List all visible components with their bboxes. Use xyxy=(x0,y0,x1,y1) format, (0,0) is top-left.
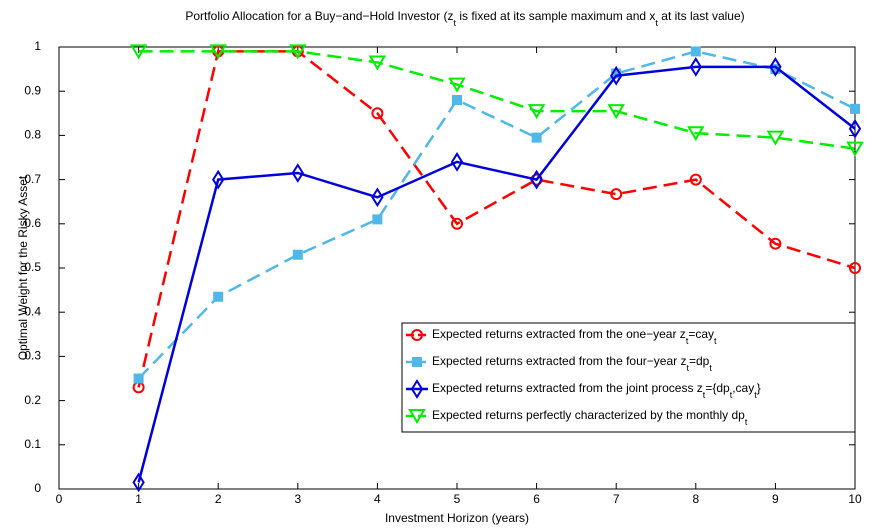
marker xyxy=(769,57,782,77)
x-tick-label: 1 xyxy=(135,492,142,506)
series-line xyxy=(137,50,856,380)
text-segment: at its last value) xyxy=(658,9,745,23)
y-tick-label: 0 xyxy=(34,481,41,495)
marker xyxy=(607,104,625,120)
text-segment: ,cay xyxy=(732,381,754,395)
marker xyxy=(690,46,701,57)
marker xyxy=(451,217,463,230)
y-tick-label: 0.5 xyxy=(24,260,41,274)
marker xyxy=(530,169,543,190)
chart-title: Portfolio Allocation for a Buy−and−Hold … xyxy=(185,9,744,28)
marker xyxy=(371,187,384,208)
subscript: t xyxy=(714,336,717,346)
y-tick-label: 0.6 xyxy=(24,216,41,230)
legend: Expected returns extracted from the one−… xyxy=(401,322,856,433)
x-tick-label: 4 xyxy=(374,492,381,506)
marker xyxy=(766,130,785,146)
y-axis-label: Optimal Weight for the Risky Asset xyxy=(16,175,30,360)
x-tick-label: 2 xyxy=(215,492,222,506)
marker xyxy=(610,65,623,86)
marker xyxy=(850,103,860,114)
x-axis-label: Investment Horizon (years) xyxy=(385,511,529,525)
subscript: t xyxy=(686,363,689,373)
y-tick-label: 0.9 xyxy=(24,83,41,97)
text-segment: =cay xyxy=(688,327,714,341)
x-tick-label: 0 xyxy=(56,492,63,506)
marker xyxy=(849,262,861,274)
y-tick-label: 0.1 xyxy=(24,437,41,451)
legend-marker xyxy=(411,329,423,341)
x-tick-label: 5 xyxy=(454,492,461,506)
y-tick-label: 0.4 xyxy=(24,304,41,318)
y-tick-label: 1 xyxy=(34,39,41,53)
text-segment: Expected returns extracted from the four… xyxy=(432,354,686,368)
legend-label: Expected returns extracted from the one−… xyxy=(432,327,717,346)
marker xyxy=(769,237,782,250)
marker xyxy=(687,126,705,142)
marker xyxy=(132,472,145,493)
text-segment: is fixed at its sample maximum and x xyxy=(456,9,655,23)
marker xyxy=(452,95,462,106)
marker xyxy=(770,64,781,75)
marker xyxy=(133,373,144,384)
x-tick-label: 6 xyxy=(533,492,540,506)
legend-marker xyxy=(408,409,426,424)
text-segment: ={dp xyxy=(705,381,730,395)
y-tick-label: 0.7 xyxy=(24,172,41,186)
text-segment: Expected returns perfectly characterized… xyxy=(432,408,745,422)
marker xyxy=(292,249,303,260)
text-segment: } xyxy=(757,381,761,395)
y-tick-label: 0.8 xyxy=(24,128,41,142)
marker xyxy=(209,44,227,60)
series-line xyxy=(138,50,856,150)
marker xyxy=(531,132,542,143)
marker xyxy=(371,107,384,120)
subscript: t xyxy=(655,18,658,28)
subscript: t xyxy=(686,336,689,346)
subscript: t xyxy=(709,363,712,373)
series-line xyxy=(137,50,856,388)
legend-label: Expected returns extracted from the join… xyxy=(432,381,761,400)
subscript: t xyxy=(703,390,706,400)
legend-marker xyxy=(410,379,424,399)
marker xyxy=(372,214,383,225)
marker xyxy=(212,169,225,190)
y-tick-label: 0.2 xyxy=(24,393,41,407)
series-line xyxy=(137,65,856,483)
legend-box xyxy=(401,322,856,433)
subscript: t xyxy=(730,390,733,400)
x-tick-label: 3 xyxy=(294,492,301,506)
subscript: t xyxy=(745,417,748,427)
text-segment: Portfolio Allocation for a Buy−and−Hold … xyxy=(185,9,453,23)
text-segment: =dp xyxy=(689,354,710,368)
marker xyxy=(368,55,387,71)
marker xyxy=(846,141,864,157)
x-tick-label: 10 xyxy=(848,492,862,506)
marker xyxy=(448,77,466,93)
marker xyxy=(527,104,546,120)
text-segment: Expected returns extracted from the one−… xyxy=(432,327,686,341)
marker xyxy=(848,118,862,139)
marker xyxy=(689,57,702,77)
subscript: t xyxy=(754,390,757,400)
legend-label: Expected returns extracted from the four… xyxy=(432,354,712,373)
marker xyxy=(213,291,224,302)
marker xyxy=(610,188,623,201)
x-tick-label: 8 xyxy=(692,492,699,506)
marker xyxy=(611,68,622,79)
marker xyxy=(291,163,304,183)
text-segment: Expected returns extracted from the join… xyxy=(432,381,703,395)
legend-marker xyxy=(412,357,422,367)
subscript: t xyxy=(454,18,457,28)
marker xyxy=(689,173,702,186)
marker xyxy=(289,44,307,60)
legend-label: Expected returns perfectly characterized… xyxy=(432,408,748,427)
marker xyxy=(450,152,464,172)
x-tick-label: 7 xyxy=(613,492,620,506)
y-tick-label: 0.3 xyxy=(24,349,41,363)
marker xyxy=(129,44,148,60)
x-tick-label: 9 xyxy=(772,492,779,506)
